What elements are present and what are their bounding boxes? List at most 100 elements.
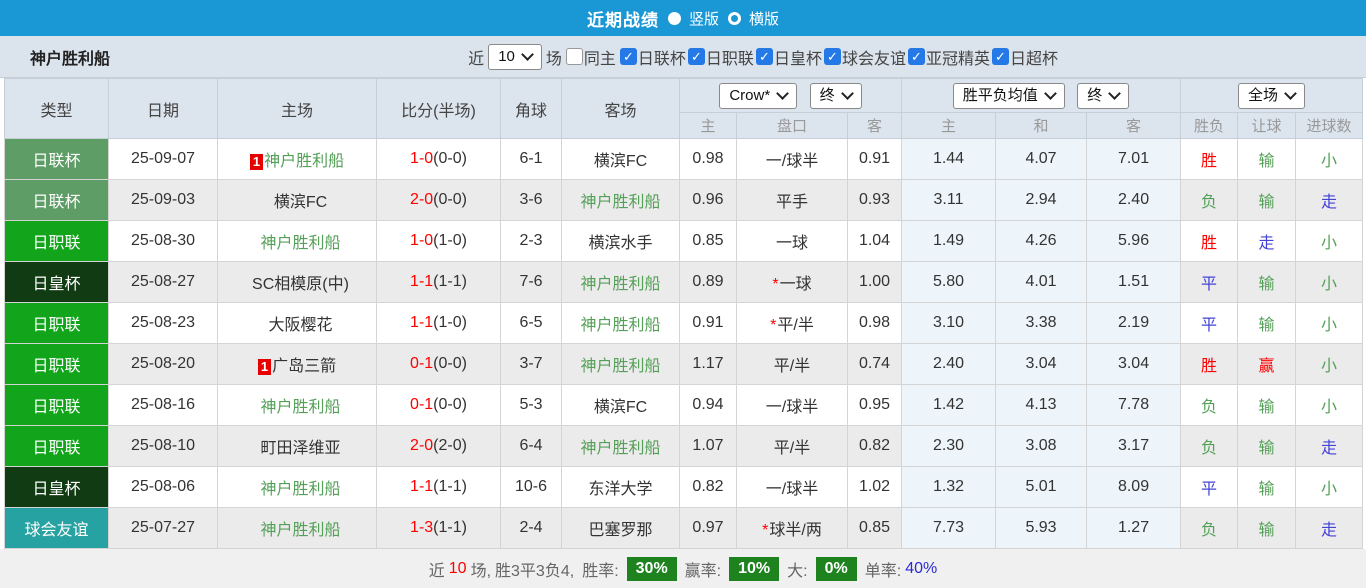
result-handicap-cell: 输 — [1237, 302, 1297, 344]
league-filter[interactable]: ✓ 亚冠精英 — [907, 45, 990, 69]
win-rate-badge: 30% — [626, 556, 677, 581]
chevron-down-icon — [1284, 87, 1297, 100]
away-team-link[interactable]: 横滨FC — [593, 153, 648, 170]
near-count-select[interactable]: 10 — [488, 43, 542, 70]
result-goals-cell: 小 — [1295, 138, 1364, 180]
score-cell: 2-02-0 — [376, 425, 501, 467]
radio-horizontal-label[interactable]: 横版 — [749, 10, 780, 28]
checkbox-checked-icon[interactable]: ✓ — [991, 48, 1009, 65]
radio-vertical[interactable]: 竖版 — [667, 8, 719, 29]
odds-away-cell: 0.85 — [846, 507, 903, 549]
home-team-link[interactable]: 神户胜利船 — [264, 153, 345, 170]
odds-home-cell: 0.89 — [679, 261, 737, 303]
asterisk-icon: * — [772, 276, 779, 293]
halftime-score: 1-1 — [433, 519, 467, 536]
home-team-link[interactable]: 神户胜利船 — [260, 399, 341, 416]
halftime-score: 2-0 — [433, 437, 467, 454]
home-team-link[interactable]: 神户胜利船 — [260, 235, 341, 252]
avg-away-cell: 1.51 — [1086, 261, 1182, 303]
handicap-text: 平/半 — [777, 317, 814, 334]
table-row: 日联杯 25-09-03 横滨FC 2-00-0 3-6 神户胜利船 0.96 … — [4, 179, 1364, 221]
away-team-cell: 神户胜利船 — [561, 425, 680, 467]
home-team-link[interactable]: 大阪樱花 — [268, 317, 333, 334]
radio-horizontal[interactable]: 横版 — [728, 8, 779, 29]
fulltime-score: 1-0 — [410, 150, 434, 167]
away-team-link[interactable]: 东洋大学 — [588, 481, 653, 498]
away-team-link[interactable]: 神户胜利船 — [580, 194, 661, 211]
avg-source-select[interactable]: 胜平负均值 — [952, 82, 1065, 109]
scope-select[interactable]: 全场 — [1238, 82, 1306, 109]
home-team-link[interactable]: 横滨FC — [273, 194, 328, 211]
radio-vertical-label[interactable]: 竖版 — [688, 10, 719, 28]
table-row: 日职联 25-08-10 町田泽维亚 2-02-0 6-4 神户胜利船 1.07… — [4, 425, 1364, 467]
away-team-link[interactable]: 神户胜利船 — [580, 440, 661, 457]
away-team-link[interactable]: 神户胜利船 — [580, 276, 661, 293]
radio-selected-icon[interactable] — [667, 11, 681, 25]
home-team-link[interactable]: 神户胜利船 — [260, 522, 341, 539]
halftime-score: 1-0 — [433, 314, 467, 331]
avg-home-cell: 3.11 — [901, 179, 997, 221]
odds-home-cell: 1.07 — [679, 425, 737, 467]
radio-unselected-icon[interactable] — [728, 11, 741, 25]
away-team-link[interactable]: 神户胜利船 — [580, 358, 661, 375]
league-filter-label: 日超杯 — [1009, 50, 1058, 68]
score-cell: 0-10-0 — [376, 384, 501, 426]
col-header-type: 类型 — [4, 78, 109, 139]
away-team-link[interactable]: 神户胜利船 — [580, 317, 661, 334]
league-filter[interactable]: ✓ 日皇杯 — [755, 45, 822, 69]
avg-draw-cell: 4.07 — [995, 138, 1088, 180]
odds-time-select[interactable]: 终 — [809, 82, 862, 109]
match-date: 25-09-03 — [108, 179, 218, 221]
home-team-cell: 横滨FC — [217, 179, 377, 221]
home-team-link[interactable]: 神户胜利船 — [260, 481, 341, 498]
odds-away-cell: 0.74 — [846, 343, 903, 385]
odds-source-select[interactable]: Crow* — [719, 82, 798, 109]
match-date: 25-08-23 — [108, 302, 218, 344]
avg-home-cell: 1.42 — [901, 384, 997, 426]
home-team-cell: 1 神户胜利船 — [217, 138, 377, 180]
away-team-cell: 横滨水手 — [561, 220, 680, 262]
home-team-link[interactable]: 町田泽维亚 — [260, 440, 341, 457]
avg-draw-cell: 4.26 — [995, 220, 1088, 262]
avg-draw-cell: 3.04 — [995, 343, 1088, 385]
score-cell: 1-31-1 — [376, 507, 501, 549]
fulltime-score: 2-0 — [410, 191, 434, 208]
away-team-cell: 横滨FC — [561, 384, 680, 426]
away-team-cell: 神户胜利船 — [561, 343, 680, 385]
avg-home-cell: 2.30 — [901, 425, 997, 467]
checkbox-checked-icon[interactable]: ✓ — [907, 48, 925, 65]
league-filter[interactable]: ✓ 日职联 — [687, 45, 754, 69]
checkbox-checked-icon[interactable]: ✓ — [687, 48, 705, 65]
score-cell: 1-11-1 — [376, 466, 501, 508]
corners-cell: 2-4 — [500, 507, 562, 549]
same-home-filter[interactable]: 同主 — [565, 45, 616, 69]
league-filter[interactable]: ✓ 日超杯 — [991, 45, 1058, 69]
result-wdl-cell: 负 — [1180, 425, 1239, 467]
avg-time-select[interactable]: 终 — [1077, 82, 1130, 109]
home-team-cell: 神户胜利船 — [217, 466, 377, 508]
table-row: 球会友谊 25-07-27 神户胜利船 1-31-1 2-4 巴塞罗那 0.97… — [4, 507, 1364, 549]
near-label: 近 — [468, 50, 485, 68]
away-team-link[interactable]: 横滨水手 — [588, 235, 653, 252]
league-filter[interactable]: ✓ 日联杯 — [619, 45, 686, 69]
win-odds-label: 赢率: — [684, 562, 722, 580]
away-team-link[interactable]: 巴塞罗那 — [588, 522, 653, 539]
handicap-text: 平手 — [775, 194, 808, 211]
result-handicap-cell: 输 — [1237, 384, 1297, 426]
league-filter[interactable]: ✓ 球会友谊 — [823, 45, 906, 69]
table-row: 日职联 25-08-16 神户胜利船 0-10-0 5-3 横滨FC 0.94 … — [4, 384, 1364, 426]
home-team-link[interactable]: 广岛三箭 — [272, 358, 337, 375]
checkbox-checked-icon[interactable]: ✓ — [755, 48, 773, 65]
checkbox-checked-icon[interactable]: ✓ — [619, 48, 637, 65]
avg-home-cell: 1.32 — [901, 466, 997, 508]
fulltime-score: 0-1 — [410, 396, 434, 413]
sub-header-result-handicap: 让球 — [1237, 112, 1297, 139]
home-team-link[interactable]: SC相模原(中) — [252, 276, 349, 293]
checkbox-checked-icon[interactable]: ✓ — [823, 48, 841, 65]
result-wdl-cell: 胜 — [1180, 138, 1239, 180]
score-cell: 1-00-0 — [376, 138, 501, 180]
checkbox-unchecked-icon[interactable] — [565, 48, 583, 65]
match-date: 25-09-07 — [108, 138, 218, 180]
away-team-link[interactable]: 横滨FC — [593, 399, 648, 416]
